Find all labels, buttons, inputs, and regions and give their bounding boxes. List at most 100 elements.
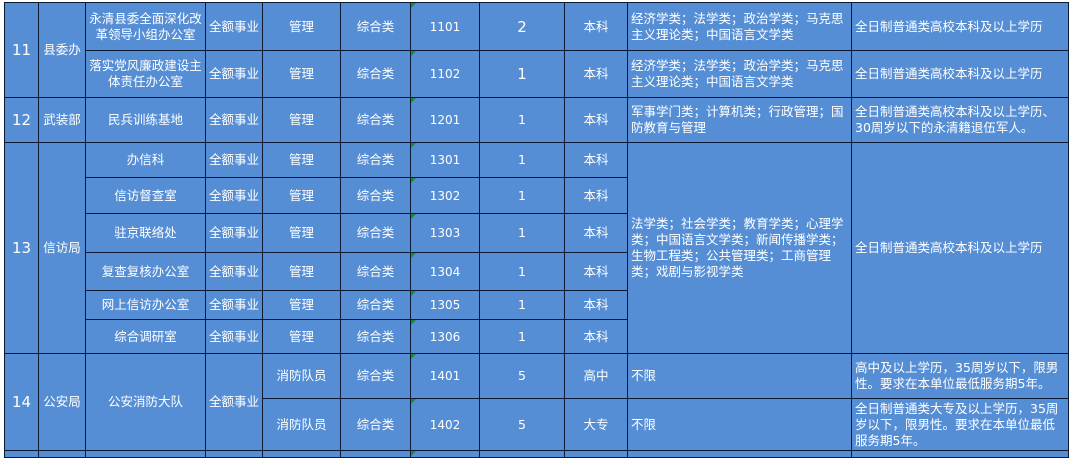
headcount[interactable]: 1 xyxy=(479,142,565,178)
category[interactable]: 综合类 xyxy=(340,2,411,51)
education[interactable]: 大专 xyxy=(564,398,628,451)
unit-type[interactable]: 全额事业 xyxy=(205,353,263,451)
cell[interactable] xyxy=(4,450,39,458)
position-code[interactable]: 1301 xyxy=(410,142,480,178)
position[interactable]: 消防队员 xyxy=(262,353,341,399)
education[interactable]: 本科 xyxy=(564,97,628,143)
department[interactable]: 县委办 xyxy=(38,2,86,98)
category[interactable]: 综合类 xyxy=(340,177,411,214)
position[interactable]: 管理 xyxy=(262,319,341,354)
unit-type[interactable]: 全额事业 xyxy=(205,142,263,178)
position[interactable]: 管理 xyxy=(262,2,341,51)
education[interactable]: 本科 xyxy=(564,142,628,178)
category[interactable]: 综合类 xyxy=(340,142,411,178)
unit[interactable]: 综合调研室 xyxy=(85,319,206,354)
headcount[interactable]: 1 xyxy=(479,213,565,253)
headcount[interactable]: 1 xyxy=(479,319,565,354)
education[interactable]: 本科 xyxy=(564,290,628,320)
major[interactable]: 法学类；社会学类；教育学类；心理学类；中国语言文学类；新闻传播学类；生物工程类；… xyxy=(627,142,852,354)
position-code[interactable]: 1306 xyxy=(410,319,480,354)
cell[interactable] xyxy=(627,450,852,458)
requirement[interactable]: 全日制普通类高校本科及以上学历、30周岁以下的永清籍退伍军人。 xyxy=(851,97,1069,143)
requirement[interactable]: 全日制普通类高校本科及以上学历 xyxy=(851,50,1069,98)
unit-type[interactable]: 全额事业 xyxy=(205,2,263,51)
department[interactable]: 武装部 xyxy=(38,97,86,143)
education[interactable]: 本科 xyxy=(564,319,628,354)
requirement[interactable]: 全日制普通类大专及以上学历，35周岁以下，限男性。要求在本单位最低服务期5年。 xyxy=(851,398,1069,451)
unit-type[interactable]: 全额事业 xyxy=(205,177,263,214)
position[interactable]: 管理 xyxy=(262,177,341,214)
category[interactable]: 综合类 xyxy=(340,398,411,451)
unit-type[interactable]: 全额事业 xyxy=(205,319,263,354)
position-code[interactable]: 1401 xyxy=(410,353,480,399)
position-code[interactable]: 1201 xyxy=(410,97,480,143)
cell[interactable] xyxy=(851,450,1069,458)
major[interactable]: 经济学类；法学类；政治学类；马克思主义理论类；中国语言文学类 xyxy=(627,2,852,51)
education[interactable]: 本科 xyxy=(564,213,628,253)
serial-number[interactable]: 12 xyxy=(4,97,39,143)
headcount[interactable]: 1 xyxy=(479,290,565,320)
cell[interactable] xyxy=(340,450,411,458)
education[interactable]: 本科 xyxy=(564,252,628,291)
headcount[interactable]: 1 xyxy=(479,97,565,143)
headcount[interactable]: 5 xyxy=(479,398,565,451)
unit-type[interactable]: 全额事业 xyxy=(205,213,263,253)
major[interactable]: 军事学门类；计算机类；行政管理；国防教育与管理 xyxy=(627,97,852,143)
headcount[interactable]: 1 xyxy=(479,177,565,214)
category[interactable]: 综合类 xyxy=(340,353,411,399)
position-code[interactable]: 1101 xyxy=(410,2,480,51)
category[interactable]: 综合类 xyxy=(340,97,411,143)
unit-type[interactable]: 全额事业 xyxy=(205,252,263,291)
unit[interactable]: 驻京联络处 xyxy=(85,213,206,253)
unit[interactable]: 网上信访办公室 xyxy=(85,290,206,320)
position-code[interactable]: 1304 xyxy=(410,252,480,291)
position[interactable]: 管理 xyxy=(262,252,341,291)
category[interactable]: 综合类 xyxy=(340,319,411,354)
category[interactable]: 综合类 xyxy=(340,50,411,98)
category[interactable]: 综合类 xyxy=(340,290,411,320)
position[interactable]: 消防队员 xyxy=(262,398,341,451)
cell[interactable] xyxy=(85,450,206,458)
cell[interactable] xyxy=(262,450,341,458)
requirement[interactable]: 高中及以上学历，35周岁以下，限男性。要求在本单位最低服务期5年。 xyxy=(851,353,1069,399)
position-code[interactable]: 1303 xyxy=(410,213,480,253)
unit[interactable]: 办信科 xyxy=(85,142,206,178)
unit[interactable]: 信访督查室 xyxy=(85,177,206,214)
position[interactable]: 管理 xyxy=(262,213,341,253)
headcount[interactable]: 2 xyxy=(479,2,565,51)
unit[interactable]: 民兵训练基地 xyxy=(85,97,206,143)
education[interactable]: 本科 xyxy=(564,177,628,214)
headcount[interactable]: 5 xyxy=(479,353,565,399)
position[interactable]: 管理 xyxy=(262,290,341,320)
unit[interactable]: 落实党风廉政建设主体责任办公室 xyxy=(85,50,206,98)
cell[interactable] xyxy=(410,450,480,458)
major[interactable]: 不限 xyxy=(627,353,852,399)
cell[interactable] xyxy=(38,450,86,458)
position[interactable]: 管理 xyxy=(262,142,341,178)
cell[interactable] xyxy=(479,450,565,458)
position-code[interactable]: 1402 xyxy=(410,398,480,451)
headcount[interactable]: 1 xyxy=(479,252,565,291)
unit-type[interactable]: 全额事业 xyxy=(205,290,263,320)
education[interactable]: 高中 xyxy=(564,353,628,399)
category[interactable]: 综合类 xyxy=(340,213,411,253)
headcount[interactable]: 1 xyxy=(479,50,565,98)
position-code[interactable]: 1102 xyxy=(410,50,480,98)
major[interactable]: 不限 xyxy=(627,398,852,451)
position[interactable]: 管理 xyxy=(262,97,341,143)
unit-type[interactable]: 全额事业 xyxy=(205,50,263,98)
department[interactable]: 信访局 xyxy=(38,142,86,354)
requirement[interactable]: 全日制普通类高校本科及以上学历 xyxy=(851,142,1069,354)
serial-number[interactable]: 14 xyxy=(4,353,39,451)
serial-number[interactable]: 13 xyxy=(4,142,39,354)
unit[interactable]: 复查复核办公室 xyxy=(85,252,206,291)
education[interactable]: 本科 xyxy=(564,2,628,51)
requirement[interactable]: 全日制普通类高校本科及以上学历 xyxy=(851,2,1069,51)
cell[interactable] xyxy=(564,450,628,458)
department[interactable]: 公安局 xyxy=(38,353,86,451)
unit[interactable]: 公安消防大队 xyxy=(85,353,206,451)
education[interactable]: 本科 xyxy=(564,50,628,98)
category[interactable]: 综合类 xyxy=(340,252,411,291)
serial-number[interactable]: 11 xyxy=(4,2,39,98)
position-code[interactable]: 1305 xyxy=(410,290,480,320)
